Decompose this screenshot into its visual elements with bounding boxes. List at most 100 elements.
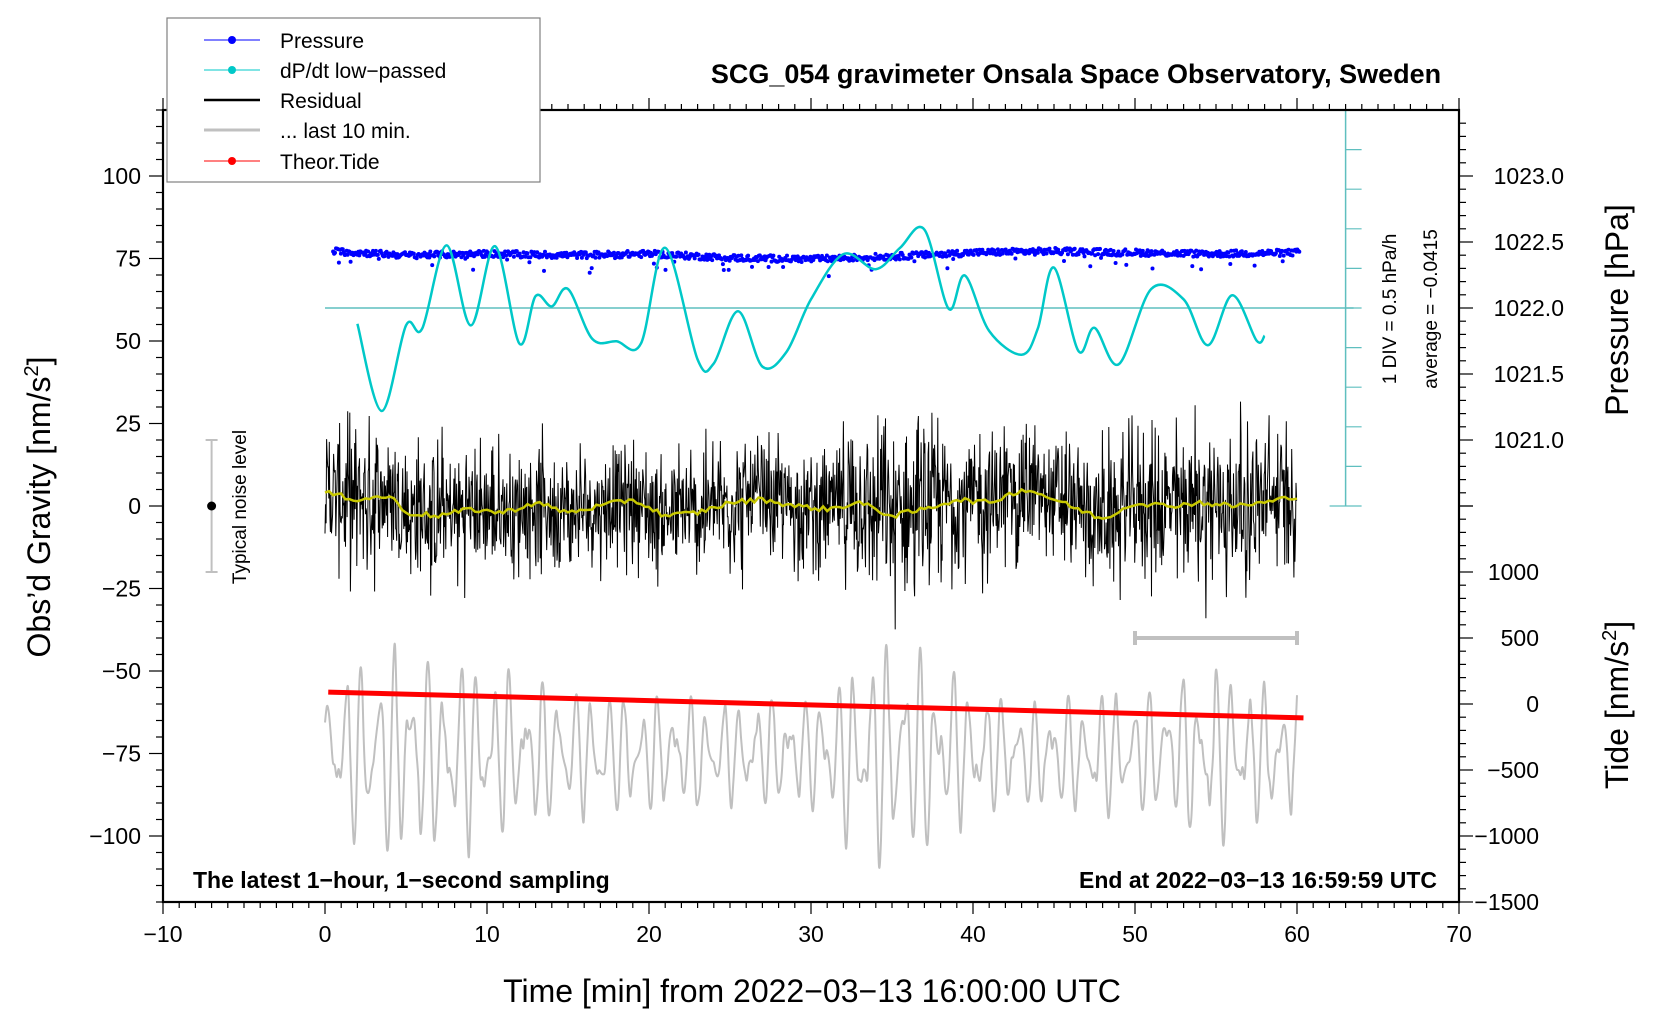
pressure-point xyxy=(912,259,917,264)
pressure-point xyxy=(348,259,353,264)
residual-trace xyxy=(324,401,1298,630)
pressure-point xyxy=(575,256,580,260)
pressure-point xyxy=(674,254,679,259)
pressure-point xyxy=(1096,252,1101,257)
theoretical-tide-trace xyxy=(328,689,1304,721)
pressure-point xyxy=(897,257,902,262)
pressure-point xyxy=(470,251,475,256)
pressure-point xyxy=(525,251,530,256)
pressure-point xyxy=(471,267,476,272)
pressure-point xyxy=(926,250,931,255)
pressure-point xyxy=(1090,251,1095,256)
pressure-point xyxy=(650,252,655,257)
pressure-point xyxy=(900,253,905,257)
pressure-point xyxy=(704,252,709,257)
pressure-point xyxy=(881,254,886,259)
pressure-point xyxy=(1290,253,1295,258)
y-tick-label-pressure: 1021.0 xyxy=(1494,427,1564,453)
y-tick-label-left: 50 xyxy=(115,328,141,354)
pressure-point xyxy=(766,265,771,269)
pressure-point xyxy=(428,249,433,254)
pressure-point xyxy=(589,266,594,271)
pressure-point xyxy=(1281,253,1286,258)
pressure-point xyxy=(1070,252,1075,257)
pressure-point xyxy=(1280,259,1285,264)
pressure-point xyxy=(1152,252,1157,257)
pressure-point xyxy=(1047,246,1052,251)
pressure-point xyxy=(1228,262,1233,266)
pressure-point xyxy=(726,267,731,272)
pressure-point xyxy=(333,250,337,255)
pressure-point xyxy=(1234,248,1239,253)
pressure-point xyxy=(750,264,754,269)
y-tick-label-tide: 0 xyxy=(1526,691,1539,717)
y-axis-left-title-sup: 2 xyxy=(21,365,43,376)
pressure-point xyxy=(799,260,804,264)
pressure-point xyxy=(811,258,816,262)
pressure-point xyxy=(1032,252,1037,257)
pressure-point xyxy=(771,253,776,258)
y-tick-label-tide: −500 xyxy=(1487,757,1539,783)
chart-title: SCG_054 gravimeter Onsala Space Observat… xyxy=(711,59,1441,89)
pressure-point xyxy=(505,257,510,262)
pressure-point xyxy=(826,274,831,279)
pressure-point xyxy=(382,254,387,259)
y-tick-label-pressure: 1021.5 xyxy=(1494,361,1564,387)
pressure-point xyxy=(336,260,341,265)
pressure-point xyxy=(504,253,509,258)
residual-lowpass-trace xyxy=(324,487,1298,520)
x-tick-label: 30 xyxy=(798,921,824,947)
pressure-point xyxy=(670,251,675,256)
pressure-point xyxy=(971,252,976,257)
pressure-point xyxy=(1123,247,1128,252)
pressure-point xyxy=(579,255,584,260)
last-10-min-trace xyxy=(324,642,1298,869)
pressure-point xyxy=(1009,251,1014,256)
x-tick-label: 50 xyxy=(1122,921,1148,947)
pressure-point xyxy=(1093,253,1098,258)
pressure-point xyxy=(1150,266,1155,271)
legend-marker-pressure xyxy=(228,36,236,44)
x-tick-label: 60 xyxy=(1284,921,1310,947)
y-tick-label-pressure: 1023.0 xyxy=(1494,163,1564,189)
y-tick-label-left: 0 xyxy=(128,493,141,519)
noise-level-label: Typical noise level xyxy=(230,430,251,584)
pressure-point xyxy=(1140,248,1145,253)
pressure-point xyxy=(1194,248,1199,253)
pressure-point xyxy=(411,251,416,256)
x-tick-label: 10 xyxy=(474,921,500,947)
pressure-point xyxy=(663,267,668,272)
legend-marker-dpdt xyxy=(228,66,236,74)
pressure-point xyxy=(873,251,878,256)
pressure-point xyxy=(527,260,532,265)
pressure-point xyxy=(587,270,592,275)
pressure-point xyxy=(792,254,797,259)
pressure-point xyxy=(583,250,588,255)
y-tick-label-left: −50 xyxy=(102,658,141,684)
pressure-point xyxy=(1148,252,1153,257)
pressure-point xyxy=(886,253,891,258)
dpdt-lowpass-trace xyxy=(356,225,1266,413)
legend-entry-last10: ... last 10 min. xyxy=(204,120,411,143)
pressure-point xyxy=(781,265,786,269)
y-tick-label-left: 25 xyxy=(115,411,141,437)
pressure-point xyxy=(966,252,971,257)
pressure-point xyxy=(430,263,435,268)
legend-label-last10: ... last 10 min. xyxy=(280,120,411,143)
pressure-point xyxy=(542,268,546,273)
pressure-point xyxy=(943,251,948,256)
pressure-point xyxy=(1062,259,1066,263)
pressure-point xyxy=(1113,261,1118,265)
pressure-point xyxy=(1088,264,1093,269)
pressure-point xyxy=(1149,249,1154,254)
legend: Pressure dP/dt low−passed Residual ... l… xyxy=(166,17,541,183)
pressure-point xyxy=(1076,252,1081,257)
y-tick-label-tide: −1500 xyxy=(1474,889,1539,915)
y-axis-left-title-main: Obs’d Gravity [nm/s xyxy=(21,377,57,658)
pressure-point xyxy=(710,258,715,263)
pressure-point xyxy=(1229,248,1234,253)
pressure-point xyxy=(1072,246,1077,251)
pressure-point xyxy=(1124,262,1129,267)
pressure-point xyxy=(376,256,381,261)
pressure-point xyxy=(720,262,725,267)
